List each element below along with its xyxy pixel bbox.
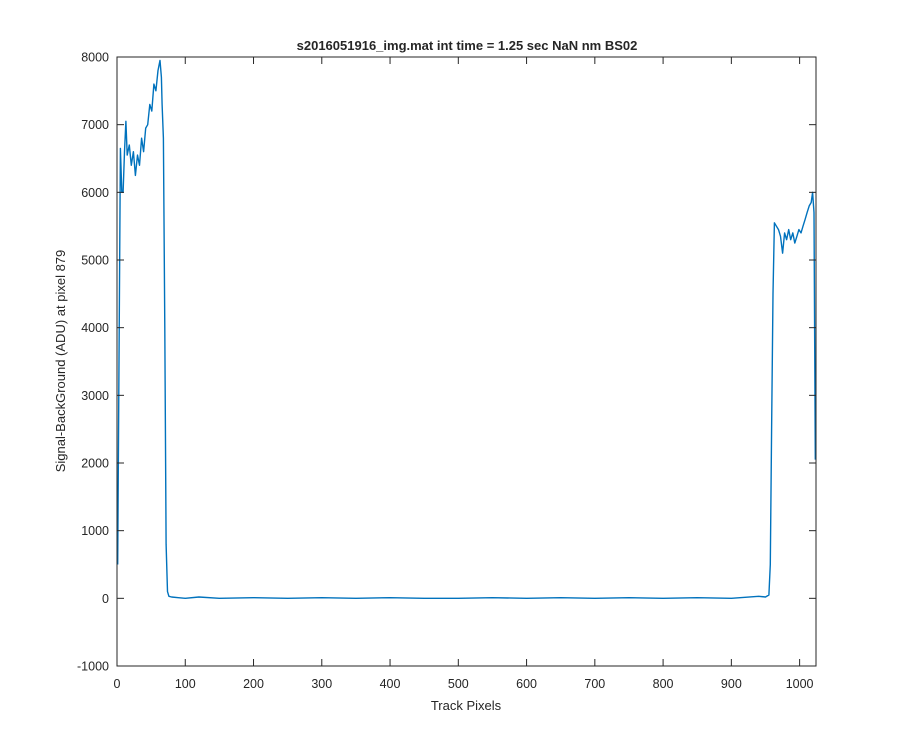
series-line-0 <box>117 59 816 599</box>
y-tick-label: 1000 <box>81 524 109 538</box>
y-tick-label: 7000 <box>81 118 109 132</box>
x-tick-label: 200 <box>243 677 264 691</box>
y-tick-label: 3000 <box>81 389 109 403</box>
y-tick-label: 8000 <box>81 51 109 65</box>
x-tick-label: 400 <box>380 677 401 691</box>
x-tick-label: 500 <box>448 677 469 691</box>
y-axis-label: Signal-BackGround (ADU) at pixel 879 <box>53 250 68 473</box>
plot-frame <box>116 56 817 667</box>
x-axis-label: Track Pixels <box>431 698 502 713</box>
y-tick-label: 0 <box>102 592 109 606</box>
x-tick-label: 1000 <box>786 677 814 691</box>
x-tick-label: 800 <box>653 677 674 691</box>
x-tick-label: 700 <box>584 677 605 691</box>
x-tick-label: 300 <box>311 677 332 691</box>
chart-title: s2016051916_img.mat int time = 1.25 sec … <box>297 38 638 53</box>
y-tick-label: 5000 <box>81 254 109 268</box>
x-tick-label: 600 <box>516 677 537 691</box>
y-tick-label: 2000 <box>81 457 109 471</box>
x-tick-label: 100 <box>175 677 196 691</box>
y-tick-label: 4000 <box>81 321 109 335</box>
y-tick-label: -1000 <box>77 660 109 674</box>
x-tick-label: 0 <box>114 677 121 691</box>
x-tick-label: 900 <box>721 677 742 691</box>
y-tick-label: 6000 <box>81 186 109 200</box>
